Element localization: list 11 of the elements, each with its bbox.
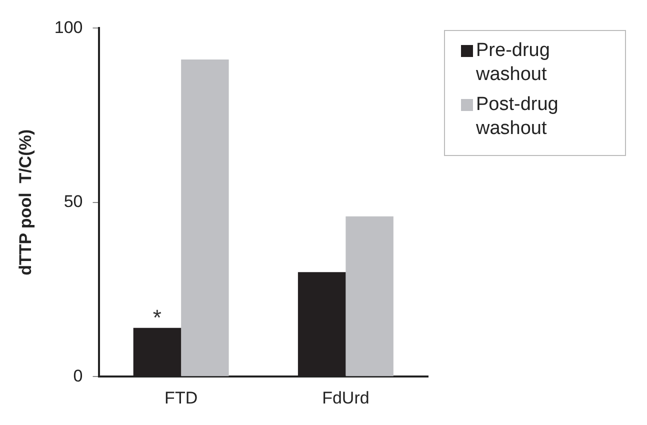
legend-label: Post-drug washout bbox=[476, 93, 560, 141]
bar bbox=[346, 216, 394, 376]
x-tick-label: FTD bbox=[164, 388, 198, 408]
annotation: * bbox=[152, 304, 162, 330]
y-tick-label: 0 bbox=[73, 366, 83, 386]
legend-label: Pre-drug washout bbox=[476, 39, 551, 87]
bar bbox=[181, 60, 229, 376]
y-axis-title: dTTP pool T/C(%) bbox=[16, 129, 35, 276]
y-tick-label: 100 bbox=[54, 18, 83, 37]
y-tick-label: 50 bbox=[64, 192, 83, 212]
x-tick-label: FdUrd bbox=[322, 388, 370, 408]
